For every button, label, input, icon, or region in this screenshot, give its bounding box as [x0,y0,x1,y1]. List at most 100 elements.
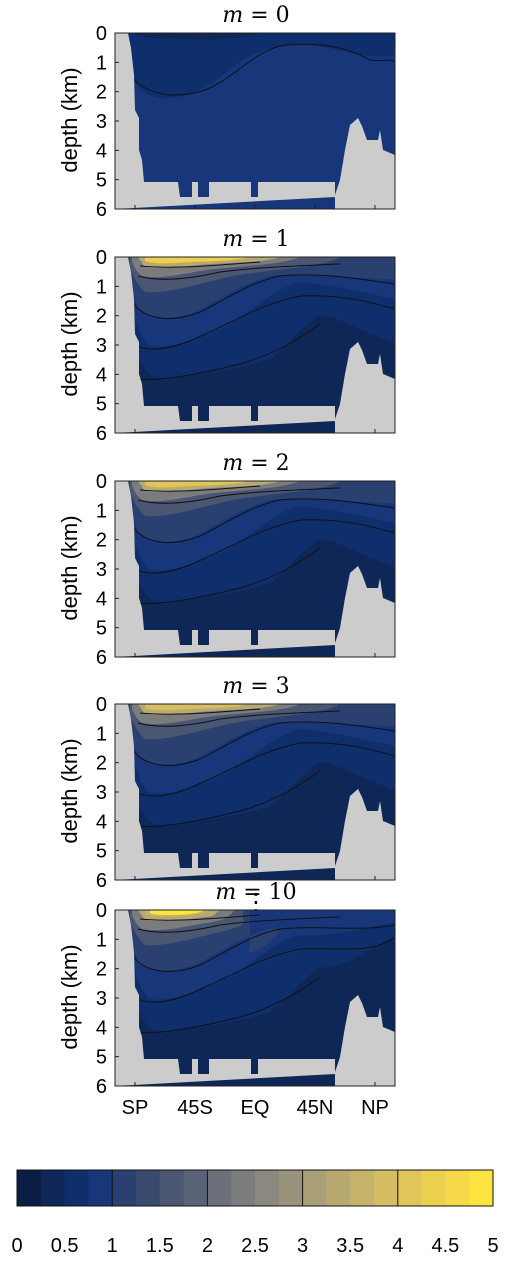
land-mask [115,704,395,880]
x-tick-label: NP [361,1097,389,1119]
colorbar-tick-label: 1.5 [146,1235,174,1257]
y-tick-label: 1 [96,52,107,74]
y-tick-label: 3 [96,335,107,357]
colorbar-tick-label: 3 [297,1235,308,1257]
colorbar-cell [302,1170,327,1206]
contour-line [137,263,341,280]
y-tick-label: 3 [96,988,107,1010]
y-tick-label: 0 [96,23,107,45]
y-tick-label: 4 [96,588,107,610]
x-tick-label: 45S [177,1097,213,1119]
section-plot [114,32,396,210]
contour-line [137,487,341,504]
y-tick-label: 5 [96,618,107,640]
colorbar-cell [183,1170,208,1206]
contour-line [135,323,321,381]
panel-title: m = 3 [222,674,289,699]
land-mask [115,481,395,657]
contour-band [145,704,250,711]
y-tick-label: 2 [96,530,107,552]
colorbar-cell [159,1170,185,1206]
x-axis: SP 45S EQ 45N NP [122,1097,389,1119]
colorbar-tick-label: 2 [202,1235,213,1257]
colorbar-tick-label: 4 [392,1235,403,1257]
contour-line [135,976,321,1034]
y-tick-label: 2 [96,306,107,328]
panel-title: m = 1 [222,227,289,252]
y-tick-label: 4 [96,364,107,386]
colorbar-tick-label: 1 [107,1235,118,1257]
y-tick-label: 5 [96,841,107,863]
contour-line [139,485,261,492]
contour-line [130,274,395,319]
colorbar-tick-label: 0 [11,1235,22,1257]
y-tick-label: 6 [96,870,107,892]
colorbar-tick-label: 5 [487,1235,498,1257]
y-axis-label: depth (km) [57,67,82,172]
colorbar-cell [255,1170,280,1206]
contour-line [139,261,261,268]
contour-band [145,481,250,488]
panel-title: m = 2 [222,451,289,476]
colorbar-cell [88,1170,113,1206]
y-tick-label: 0 [96,471,107,493]
y-tick-label: 6 [96,1076,107,1098]
contour-line [135,547,321,605]
y-tick-label: 2 [96,82,107,104]
y-tick-label: 1 [96,723,107,745]
colorbar-tick-label: 4.5 [431,1235,459,1257]
contour-band [128,33,395,99]
y-tick-label: 2 [96,959,107,981]
y-axis-label: depth (km) [57,291,82,396]
contour-line [139,708,261,715]
y-axis: depth (km) 0 1 2 3 4 5 6 [57,900,107,1098]
contour-band [132,33,260,40]
colorbar-tick-label: 3.5 [336,1235,364,1257]
y-tick-label: 3 [96,111,107,133]
y-tick-label: 3 [96,559,107,581]
contour-line [132,936,395,1003]
colorbar-tick-label: 0.5 [51,1235,79,1257]
y-tick-label: 0 [96,694,107,716]
contour-band [150,910,205,915]
contour-line [132,295,395,350]
y-axis-label: depth (km) [57,738,82,843]
colorbar-cell [64,1170,89,1206]
x-tick-label: 45N [297,1097,334,1119]
y-tick-label: 5 [96,170,107,192]
y-axis: depth (km) 0 1 2 3 4 5 6 [57,23,107,221]
colorbar-cell [231,1170,256,1206]
panel-title: m = 10 [215,880,296,905]
colorbar-cell [469,1170,494,1206]
y-tick-label: 4 [96,140,107,162]
y-tick-label: 0 [96,900,107,922]
colorbar: 0 0.5 1 1.5 2 2.5 3 3.5 4 4.5 5 [11,1169,499,1257]
y-tick-label: 6 [96,647,107,669]
panel-m0: m = 0 depth (km) 0 1 2 3 4 5 6 [57,3,396,221]
land-mask [115,257,395,433]
panel-m2: m = 2 depth (km) 0 1 2 3 4 5 6 [57,451,396,669]
y-tick-label: 1 [96,276,107,298]
y-tick-label: 6 [96,199,107,221]
y-tick-label: 5 [96,394,107,416]
contour-line [139,914,261,921]
contour-line [130,498,395,543]
land-mask [115,33,395,209]
colorbar-cell [278,1170,304,1206]
contour-line [130,721,395,766]
y-axis: depth (km) 0 1 2 3 4 5 6 [57,471,107,669]
contour-band [145,257,250,264]
y-tick-label: 1 [96,929,107,951]
y-axis-label: depth (km) [57,944,82,1049]
y-tick-label: 5 [96,1047,107,1069]
y-axis-label: depth (km) [57,515,82,620]
colorbar-cell [421,1170,446,1206]
colorbar-cell [112,1170,137,1206]
colorbar-tick-label: 2.5 [241,1235,269,1257]
colorbar-cell [350,1170,375,1206]
contour-line [137,916,341,933]
colorbar-cell [397,1170,423,1206]
colorbar-cell [326,1170,351,1206]
contour-line [130,924,395,972]
